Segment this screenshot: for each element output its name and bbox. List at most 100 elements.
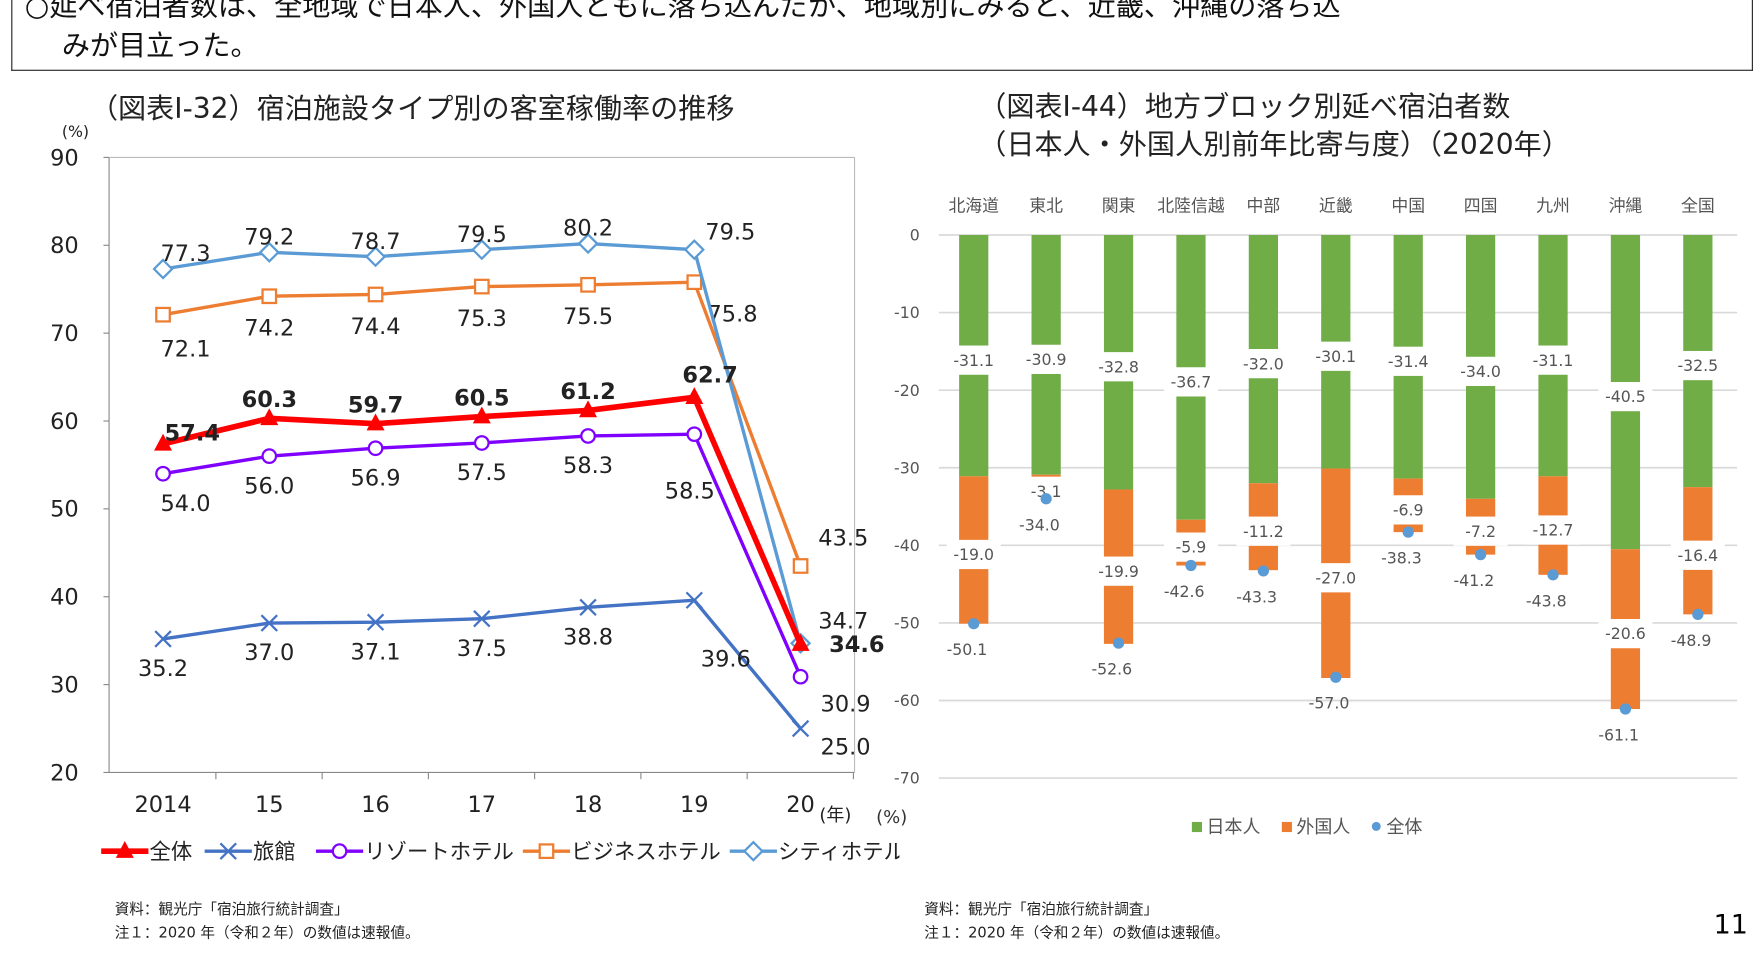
legend-label-旅館: 旅館 [253, 840, 296, 865]
data-point-全体 [154, 433, 173, 451]
label-bg [946, 539, 1001, 570]
data-label-旅館: 37.0 [244, 640, 294, 666]
data-point-ビジネスホテル [473, 278, 490, 295]
point-全体 [1547, 569, 1559, 581]
data-label-シティホテル: 34.7 [818, 609, 868, 635]
data-label-全体: 61.2 [560, 379, 615, 405]
data-label-シティホテル: 80.2 [563, 216, 613, 242]
data-label-リゾートホテル: 30.9 [821, 692, 871, 718]
data-point-リゾートホテル [792, 668, 809, 685]
category-label: 四国 [1464, 195, 1498, 215]
data-label-日本人: -30.1 [1315, 347, 1356, 366]
data-point-旅館 [791, 719, 810, 738]
point-全体 [1040, 493, 1052, 505]
point-全体 [1185, 559, 1197, 572]
data-point-ビジネスホテル [367, 286, 384, 303]
data-label-全体: -42.6 [1164, 582, 1205, 601]
data-label-外国人: -27.0 [1315, 568, 1356, 587]
category-label: 近畿 [1319, 195, 1353, 215]
data-point-全体 [791, 634, 810, 651]
data-label-外国人: -3.1 [1031, 482, 1062, 501]
y-tick-label: 90 [50, 145, 79, 171]
category-label: 中部 [1247, 195, 1281, 215]
lead-box [11, 0, 1753, 71]
y-tick-label: -30 [894, 458, 920, 477]
data-point-リゾートホテル [580, 428, 596, 444]
data-label-外国人: -7.2 [1465, 522, 1496, 541]
y-tick-label: -10 [894, 303, 920, 322]
chart2-note: 注１：2020 年（令和２年）の数値は速報値。 [924, 925, 1230, 943]
label-bg [1091, 556, 1146, 586]
label-bg [1163, 532, 1218, 562]
category-label: 沖縄 [1609, 195, 1643, 215]
data-label-外国人: -12.7 [1533, 521, 1574, 540]
legend-marker-全体 [115, 841, 134, 858]
point-全体 [1692, 608, 1704, 621]
data-label-全体: -50.1 [947, 640, 988, 659]
x-tick-label: 2014 [134, 792, 191, 818]
data-label-旅館: 35.2 [138, 656, 188, 682]
label-bg [1308, 563, 1363, 593]
data-label-全体: -48.9 [1671, 631, 1712, 650]
data-point-ビジネスホテル [155, 306, 171, 323]
label-bg [1453, 516, 1508, 546]
data-label-外国人: -11.2 [1243, 522, 1284, 541]
category-label: 関東 [1102, 195, 1136, 215]
data-label-外国人: -16.4 [1677, 546, 1718, 565]
label-bg [1236, 516, 1291, 546]
data-label-外国人: -19.9 [1098, 562, 1139, 581]
point-全体 [1619, 703, 1632, 715]
data-point-全体 [685, 387, 704, 405]
legend-label-リゾートホテル: リゾートホテル [364, 840, 514, 865]
data-label-リゾートホテル: 57.5 [457, 460, 507, 486]
data-point-リゾートホテル [261, 448, 278, 465]
data-label-シティホテル: 79.5 [705, 220, 755, 246]
data-label-全体: 59.7 [348, 392, 403, 418]
lead-text-line2: みが目立った。 [61, 29, 259, 62]
point-全体 [1257, 565, 1269, 577]
data-point-旅館 [154, 630, 172, 648]
point-全体 [1402, 526, 1414, 538]
data-label-全体: -43.8 [1526, 591, 1567, 610]
category-label: 北海道 [948, 195, 999, 215]
x-tick-label: 19 [680, 792, 709, 818]
legend-label-ビジネスホテル: ビジネスホテル [571, 840, 721, 865]
legend-label-外国人: 外国人 [1296, 817, 1350, 838]
data-label-日本人: -40.5 [1605, 387, 1646, 406]
data-label-ビジネスホテル: 74.2 [244, 316, 294, 342]
data-point-リゾートホテル [155, 465, 171, 482]
data-label-全体: 62.7 [682, 363, 737, 389]
legend-marker-シティホテル [742, 840, 764, 862]
data-label-全体: -43.3 [1236, 587, 1277, 606]
category-label: 九州 [1536, 195, 1570, 215]
data-label-リゾートホテル: 58.3 [563, 453, 613, 479]
data-point-リゾートホテル [367, 440, 384, 457]
label-bg [1670, 540, 1725, 570]
data-label-日本人: -32.8 [1098, 357, 1139, 376]
data-point-リゾートホテル [473, 435, 490, 451]
data-label-全体: 60.3 [242, 387, 297, 413]
y-tick-label: 70 [50, 321, 79, 347]
data-label-全体: 34.6 [829, 632, 884, 658]
data-label-ビジネスホテル: 43.5 [818, 526, 868, 552]
data-point-ビジネスホテル [261, 288, 278, 305]
data-point-全体 [579, 400, 598, 418]
label-bg [1526, 345, 1581, 375]
data-label-全体: -57.0 [1309, 694, 1350, 713]
data-label-日本人: -31.1 [1533, 351, 1574, 370]
x-tick-label: 20 [786, 792, 815, 818]
legend-label-全体: 全体 [1386, 817, 1422, 838]
y-tick-label: -20 [894, 381, 920, 400]
data-point-全体 [260, 408, 279, 426]
data-point-シティホテル [471, 239, 493, 261]
data-label-全体: -38.3 [1381, 549, 1422, 568]
data-label-外国人: -20.6 [1605, 624, 1646, 643]
legend-marker-ビジネスホテル [538, 843, 555, 860]
data-label-全体: -34.0 [1019, 515, 1060, 534]
data-label-旅館: 38.8 [563, 624, 613, 650]
data-label-旅館: 39.6 [701, 647, 751, 673]
y-tick-label: 50 [50, 497, 79, 523]
point-全体 [968, 618, 980, 630]
data-label-リゾートホテル: 56.9 [351, 465, 401, 491]
